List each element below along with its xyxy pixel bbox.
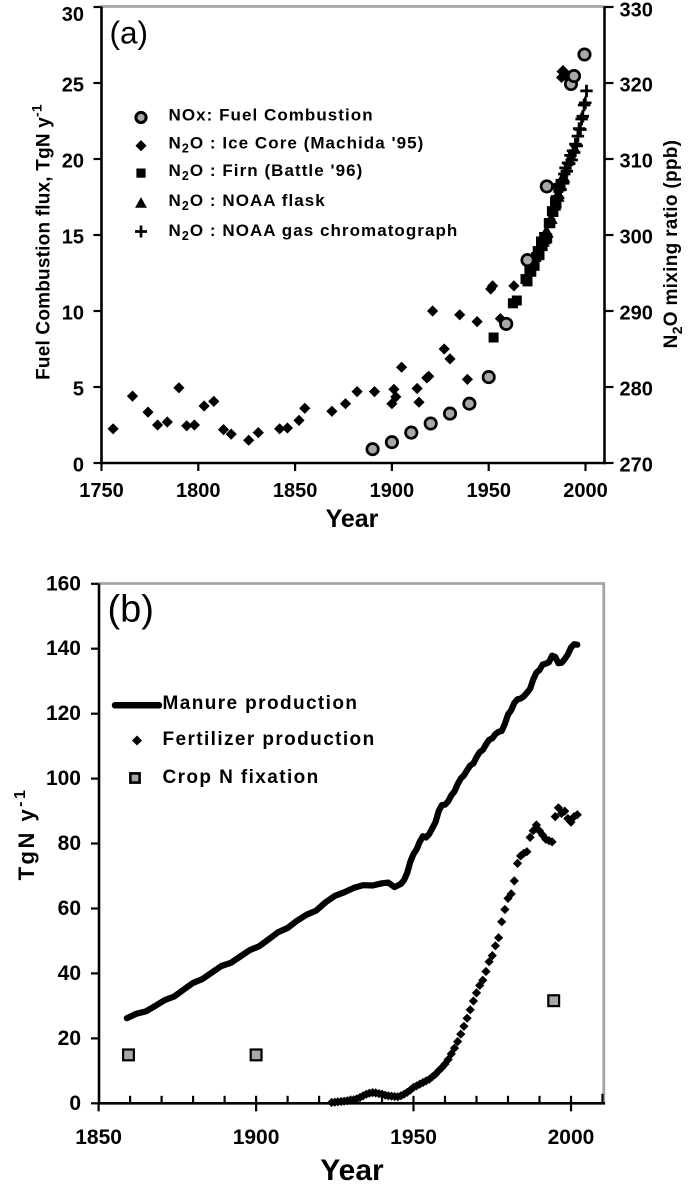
svg-text:Fertilizer production: Fertilizer production — [163, 729, 376, 750]
svg-text:N2O mixing ratio (ppb): N2O mixing ratio (ppb) — [661, 140, 685, 349]
svg-text:1900: 1900 — [233, 1126, 280, 1149]
svg-text:100: 100 — [46, 767, 81, 790]
svg-text:20: 20 — [62, 151, 84, 173]
svg-text:2000: 2000 — [563, 480, 608, 502]
svg-text:Year: Year — [320, 1154, 384, 1187]
svg-text:310: 310 — [620, 151, 653, 173]
svg-text:40: 40 — [58, 962, 81, 985]
svg-text:N2O : NOAA gas chromatograph: N2O : NOAA gas chromatograph — [169, 221, 459, 243]
svg-text:NOx: Fuel Combustion: NOx: Fuel Combustion — [169, 105, 374, 124]
svg-text:1850: 1850 — [273, 480, 318, 502]
svg-text:10: 10 — [62, 303, 84, 325]
svg-text:Fuel Combustion flux, TgN y-1: Fuel Combustion flux, TgN y-1 — [29, 104, 55, 380]
svg-text:N2O : Ice Core (Machida '95): N2O : Ice Core (Machida '95) — [169, 133, 425, 155]
svg-text:1850: 1850 — [75, 1126, 122, 1149]
svg-text:25: 25 — [62, 75, 84, 97]
svg-text:1800: 1800 — [176, 480, 221, 502]
svg-text:300: 300 — [620, 227, 653, 249]
svg-text:1950: 1950 — [390, 1126, 437, 1149]
svg-text:160: 160 — [46, 572, 81, 595]
svg-text:290: 290 — [620, 303, 653, 325]
svg-text:0: 0 — [73, 455, 84, 477]
svg-text:120: 120 — [46, 702, 81, 725]
svg-text:1750: 1750 — [79, 480, 124, 502]
svg-text:60: 60 — [58, 897, 81, 920]
svg-text:(a): (a) — [110, 15, 149, 51]
svg-text:270: 270 — [620, 455, 653, 477]
svg-text:N2O : Firn (Battle '96): N2O : Firn (Battle '96) — [169, 161, 364, 183]
svg-text:1900: 1900 — [370, 480, 415, 502]
svg-text:140: 140 — [46, 637, 81, 660]
svg-text:Crop N fixation: Crop N fixation — [163, 767, 320, 788]
svg-text:TgN y-1: TgN y-1 — [12, 788, 39, 881]
svg-text:80: 80 — [58, 832, 81, 855]
svg-text:5: 5 — [73, 379, 84, 401]
svg-text:330: 330 — [620, 0, 653, 22]
svg-text:320: 320 — [620, 75, 653, 97]
svg-text:Manure production: Manure production — [163, 693, 359, 714]
svg-text:15: 15 — [62, 227, 84, 249]
svg-text:1950: 1950 — [466, 480, 511, 502]
svg-text:2000: 2000 — [548, 1126, 595, 1149]
svg-text:0: 0 — [69, 1092, 81, 1115]
svg-text:30: 30 — [62, 4, 84, 26]
svg-text:(b): (b) — [108, 589, 154, 631]
svg-text:Year: Year — [326, 505, 379, 533]
svg-text:N2O : NOAA flask: N2O : NOAA flask — [169, 191, 326, 213]
svg-text:20: 20 — [58, 1027, 81, 1050]
svg-text:280: 280 — [620, 379, 653, 401]
